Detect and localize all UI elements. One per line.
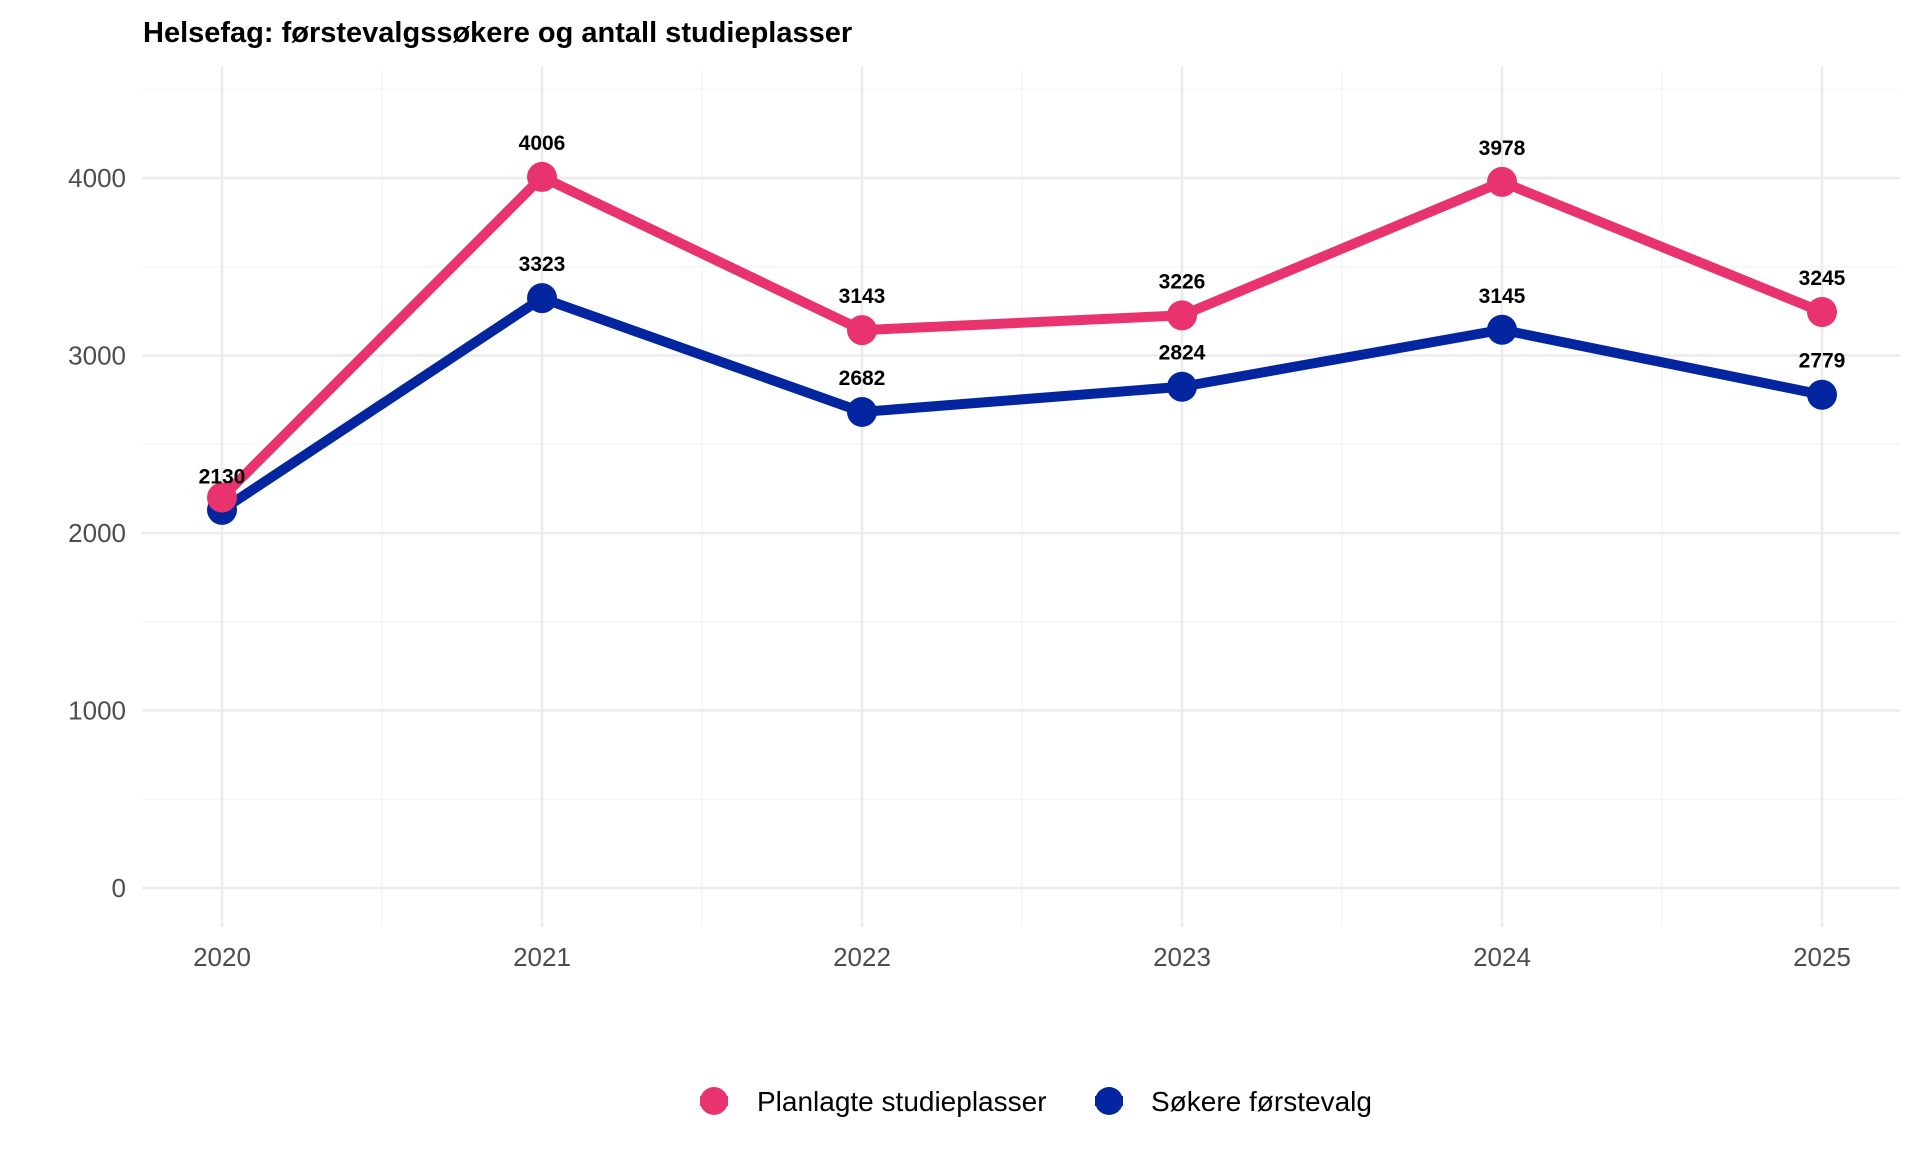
- data-point-planlagte-studieplasser: [1807, 297, 1837, 328]
- data-label-sokere-forstevalg: 3323: [519, 253, 566, 276]
- data-point-sokere-forstevalg: [847, 396, 877, 427]
- chart-title: Helsefag: førstevalgssøkere og antall st…: [143, 17, 852, 49]
- data-label-planlagte-studieplasser: 3143: [839, 285, 886, 308]
- y-axis: 0 1000 2000 3000 4000: [68, 163, 126, 903]
- data-label-sokere-forstevalg: 2130: [199, 466, 246, 489]
- data-label-sokere-forstevalg: 2779: [1799, 350, 1846, 373]
- data-point-sokere-forstevalg: [527, 283, 557, 314]
- data-point-planlagte-studieplasser: [847, 315, 877, 346]
- y-tick-label: 0: [112, 873, 126, 903]
- data-label-planlagte-studieplasser: 3245: [1799, 267, 1846, 290]
- data-point-sokere-forstevalg: [1807, 379, 1837, 410]
- legend-key-sokere-forstevalg: [1095, 1087, 1123, 1115]
- data-point-sokere-forstevalg: [1487, 314, 1517, 345]
- x-tick-label: 2021: [513, 942, 571, 972]
- data-label-sokere-forstevalg: 2682: [839, 367, 886, 390]
- x-tick-label: 2024: [1473, 942, 1531, 972]
- y-tick-label: 1000: [68, 696, 126, 726]
- data-point-planlagte-studieplasser: [1487, 166, 1517, 197]
- data-labels: 4006 3143 3226 3978 3245 2130 3323 2682 2824 3145…: [199, 132, 1846, 489]
- data-point-sokere-forstevalg: [1167, 371, 1197, 402]
- series-line-sokere-forstevalg: [219, 293, 1823, 515]
- data-label-planlagte-studieplasser: 4006: [519, 132, 566, 155]
- legend-label-sokere-forstevalg: Søkere førstevalg: [1151, 1086, 1372, 1117]
- data-point-planlagte-studieplasser: [207, 482, 237, 513]
- data-label-planlagte-studieplasser: 3226: [1159, 270, 1206, 293]
- x-tick-label: 2025: [1793, 942, 1851, 972]
- legend: Planlagte studieplasser Søkere førstevalg: [700, 1086, 1372, 1117]
- data-point-planlagte-studieplasser: [527, 161, 557, 192]
- y-tick-label: 3000: [68, 341, 126, 371]
- data-label-sokere-forstevalg: 3145: [1479, 285, 1526, 308]
- legend-key-planlagte-studieplasser: [700, 1087, 728, 1115]
- data-label-planlagte-studieplasser: 3978: [1479, 137, 1526, 160]
- series-group: [207, 161, 1837, 525]
- y-tick-label: 4000: [68, 163, 126, 193]
- y-tick-label: 2000: [68, 518, 126, 548]
- x-axis: 2020 2021 2022 2023 2024 2025: [193, 942, 1851, 972]
- data-label-sokere-forstevalg: 2824: [1159, 342, 1206, 365]
- legend-label-planlagte-studieplasser: Planlagte studieplasser: [757, 1086, 1047, 1117]
- x-tick-label: 2020: [193, 942, 251, 972]
- series-line-planlagte-studieplasser: [218, 171, 1824, 502]
- x-tick-label: 2023: [1153, 942, 1211, 972]
- grid: [142, 67, 1900, 927]
- x-tick-label: 2022: [833, 942, 891, 972]
- data-point-planlagte-studieplasser: [1167, 300, 1197, 331]
